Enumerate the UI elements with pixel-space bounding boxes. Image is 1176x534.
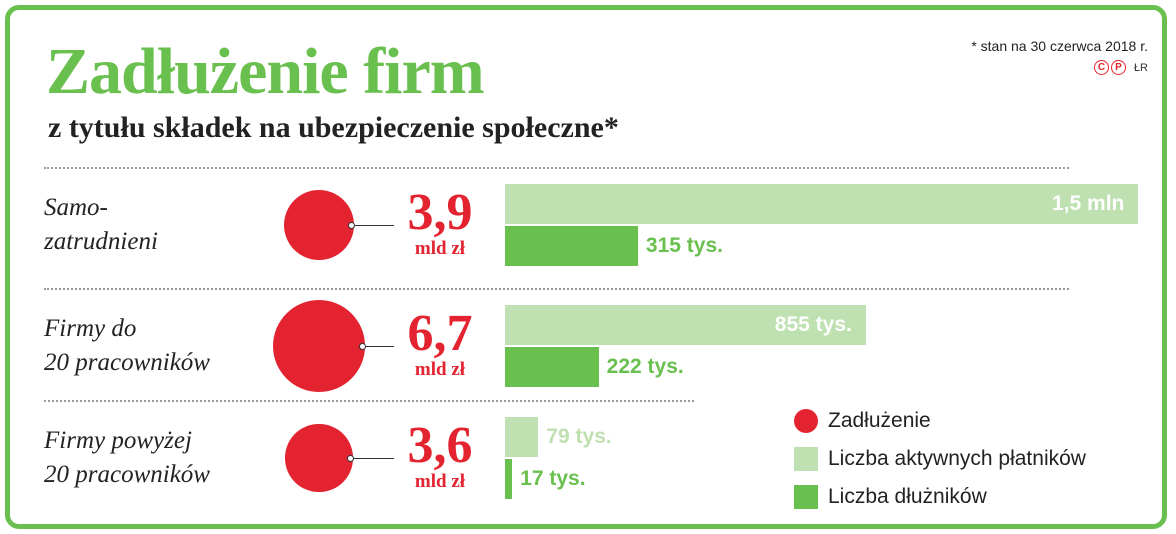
category-label-line: Firmy powyżej <box>44 427 192 454</box>
legend: Zadłużenie Liczba aktywnych płatników Li… <box>794 402 1086 516</box>
row-divider <box>44 288 1069 290</box>
debt-connector-dot <box>359 343 366 350</box>
debt-connector-dot <box>346 455 354 462</box>
legend-label-debtors: Liczba dłużników <box>828 485 987 508</box>
active-payers-label: 855 tys. <box>774 313 852 336</box>
legend-item-debtors: Liczba dłużników <box>794 478 1086 516</box>
debt-unit: mld zł <box>414 471 466 492</box>
legend-swatch-debt <box>794 409 818 433</box>
category-label-line: Firmy do <box>44 315 137 342</box>
debt-connector <box>351 225 394 226</box>
debt-connector <box>362 346 394 347</box>
legend-swatch-debtors <box>794 485 818 509</box>
legend-label-debt: Zadłużenie <box>828 409 931 432</box>
category-label-line: 20 pracowników <box>44 461 210 488</box>
active-payers-bar <box>505 417 539 457</box>
debtors-bar <box>505 226 638 266</box>
row-divider <box>44 400 694 402</box>
debt-unit: mld zł <box>414 359 466 380</box>
debt-connector-dot <box>348 222 356 229</box>
category-label-line: Samo- <box>44 194 108 221</box>
category-label: Firmy do 20 pracowników <box>44 312 210 380</box>
debt-connector <box>349 458 394 459</box>
category-label: Firmy powyżej 20 pracowników <box>44 424 210 492</box>
debt-bubble <box>283 189 355 261</box>
debt-unit: mld zł <box>414 238 466 259</box>
category-label: Samo-zatrudnieni <box>44 191 158 259</box>
infographic-frame: Zadłużenie firm z tytułu składek na ubez… <box>5 5 1167 529</box>
debtors-label: 222 tys. <box>606 355 684 378</box>
active-payers-label: 1,5 mln <box>1052 192 1125 215</box>
row-divider <box>44 167 1069 169</box>
debtors-bar <box>505 459 513 499</box>
debt-value: 6,7 <box>407 305 473 362</box>
legend-label-active: Liczba aktywnych płatników <box>828 447 1086 470</box>
author-initials: ŁR <box>1133 61 1148 74</box>
debt-bubble <box>285 424 353 492</box>
credit: C P ŁR <box>1093 60 1148 75</box>
category-label-line: zatrudnieni <box>44 228 158 255</box>
legend-item-active: Liczba aktywnych płatników <box>794 440 1086 478</box>
debtors-bar <box>505 347 599 387</box>
chart-title: Zadłużenie firm <box>46 35 485 108</box>
debt-value: 3,6 <box>407 417 473 474</box>
date-note: * stan na 30 czerwca 2018 r. <box>971 38 1148 54</box>
active-payers-bar <box>505 305 866 345</box>
category-label-line: 20 pracowników <box>44 349 210 376</box>
active-payers-bar <box>505 184 1138 224</box>
copyright-c-icon: C <box>1093 60 1109 75</box>
debtors-label: 17 tys. <box>520 467 586 490</box>
debt-value: 3,9 <box>407 184 473 241</box>
debtors-label: 315 tys. <box>645 234 723 257</box>
copyright-p-icon: P <box>1110 60 1126 75</box>
active-payers-label: 79 tys. <box>546 425 612 448</box>
chart-subtitle: z tytułu składek na ubezpieczenie społec… <box>48 111 619 144</box>
debt-bubble <box>273 300 365 392</box>
legend-swatch-active <box>794 447 818 471</box>
legend-item-debt: Zadłużenie <box>794 402 1086 440</box>
